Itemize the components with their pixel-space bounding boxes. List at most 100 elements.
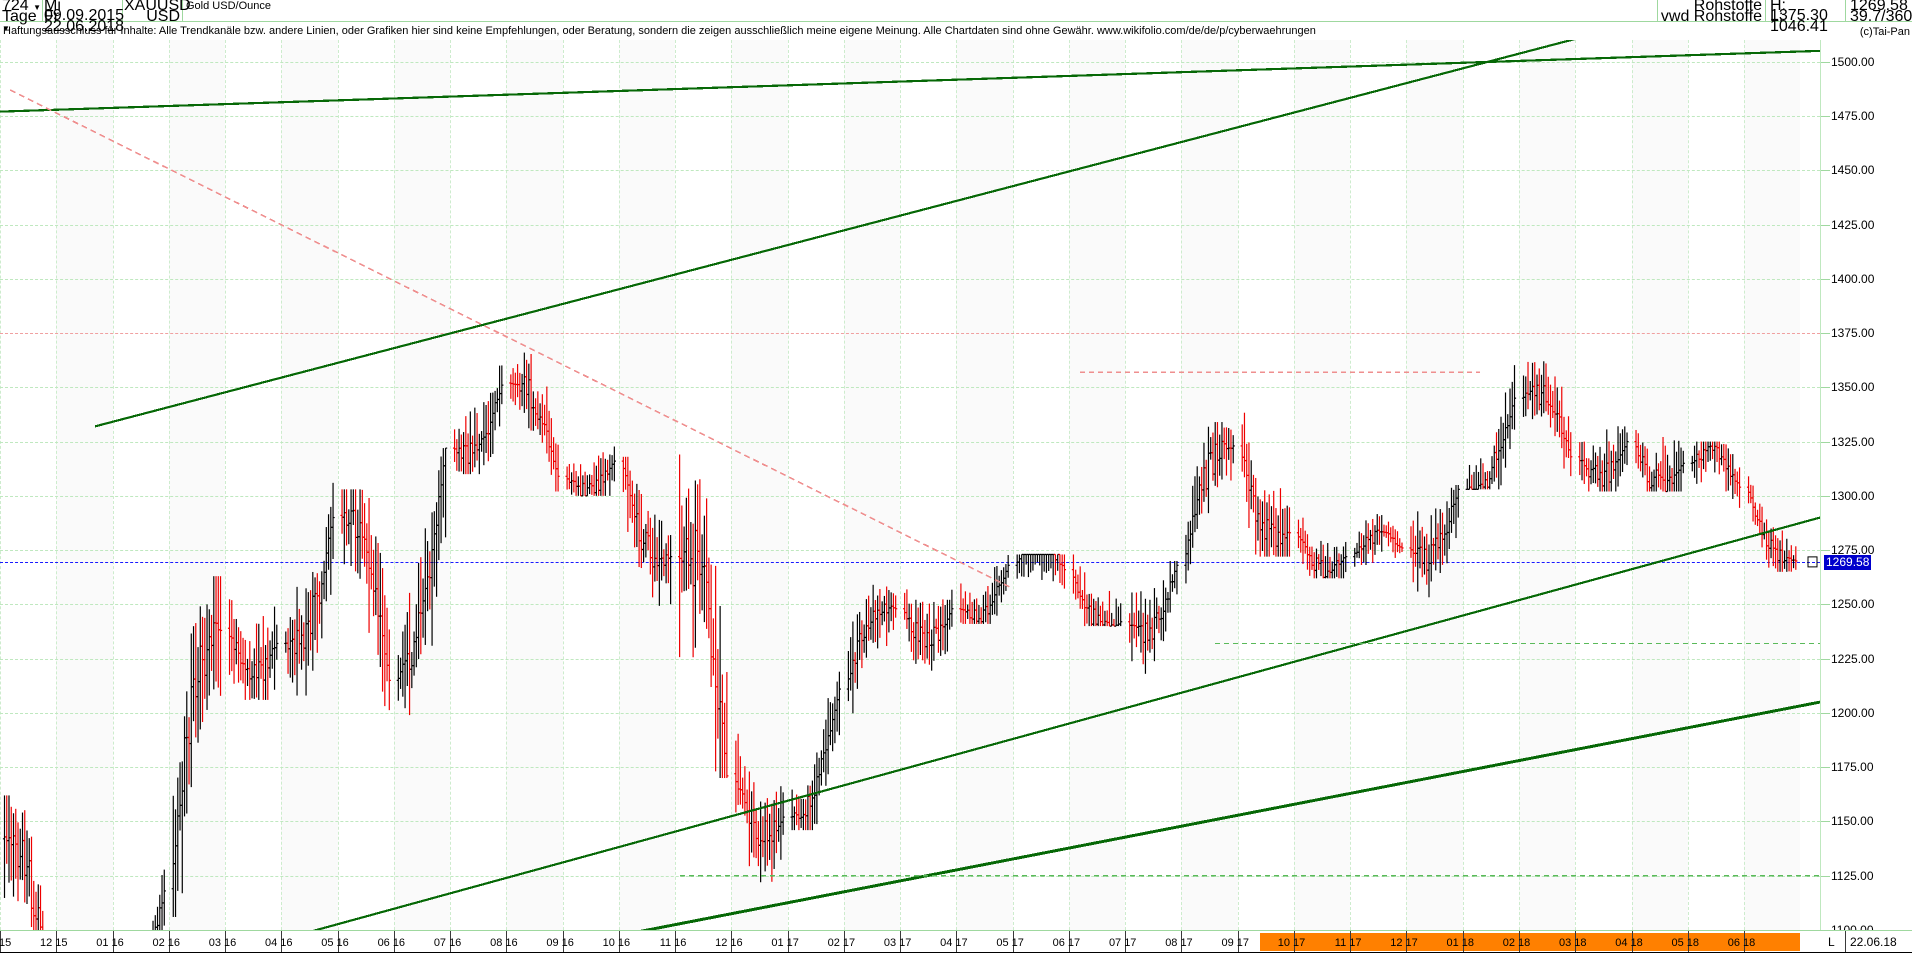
chevron-down-icon[interactable]: ▼ [33, 3, 42, 12]
grid-band [281, 40, 338, 930]
interval-value: Tage [2, 8, 37, 25]
symbol-currency: USD [146, 8, 180, 25]
gridline-vertical [1125, 40, 1127, 930]
date-from[interactable]: Mi 09.09.2015 [44, 0, 125, 24]
date-axis-tick [1125, 931, 1127, 952]
date-to[interactable]: Fr 22.06.2018 [44, 8, 125, 35]
gridline-vertical [1406, 40, 1408, 930]
gridline-horizontal [0, 821, 1820, 823]
gridline-horizontal [0, 61, 1820, 63]
date-axis-tick [1237, 931, 1239, 952]
price-axis-tick [1821, 224, 1830, 226]
date-axis-label: 05 18 [1671, 937, 1700, 949]
gridline-vertical [675, 40, 677, 930]
date-axis-tick [1519, 931, 1520, 952]
gridline-horizontal [0, 333, 1820, 335]
chevron-down-icon-interval[interactable]: ▼ [2, 24, 10, 33]
gridline-vertical [506, 40, 508, 930]
date-axis-label: 11 16 [659, 937, 687, 949]
date-axis-label: 03 18 [1559, 937, 1587, 949]
date-axis-tick [1687, 931, 1689, 952]
gridline-horizontal [0, 550, 1820, 552]
date-axis-label: 1115 [0, 937, 12, 949]
price-axis-label: 1325.00 [1831, 434, 1875, 449]
date-axis-label: 12 15 [40, 937, 68, 949]
gridline-vertical [731, 40, 733, 930]
date-axis-label: 04 16 [265, 937, 293, 949]
gridline-vertical [225, 40, 227, 930]
date-axis-separator [1845, 931, 1846, 952]
current-price-line [0, 561, 1820, 563]
gridline-vertical [787, 40, 789, 930]
grid-band [1068, 40, 1126, 930]
gridline-vertical [900, 40, 902, 930]
date-axis-label: 01 18 [1446, 937, 1475, 949]
date-axis-tick [1068, 931, 1070, 952]
gridline-vertical [1012, 40, 1014, 930]
chart-plot-area[interactable] [0, 40, 1820, 930]
price-axis-tick [1821, 441, 1830, 443]
gridline-vertical [56, 40, 58, 930]
date-axis-tick [1631, 931, 1633, 952]
price-axis-label: 1300.00 [1831, 488, 1875, 503]
price-axis-tick [1821, 333, 1830, 335]
instrument-subgroup: vwd Rohstoffe [1660, 8, 1762, 25]
price-axis-tick [1821, 495, 1830, 497]
date-axis-tick [1462, 931, 1464, 952]
disclaimer-text: Haftungsausschluss für Inhalte: Alle Tre… [3, 25, 1316, 37]
gridline-horizontal [0, 604, 1820, 606]
date-axis-label: 01 17 [771, 937, 799, 949]
gridline-vertical [337, 40, 339, 930]
date-axis-label: 07 16 [433, 937, 462, 949]
date-axis-tick [450, 931, 452, 952]
date-axis-label: 07 17 [1108, 937, 1137, 949]
grid-band [1744, 40, 1801, 930]
gridline-vertical [843, 40, 845, 930]
interval-selector[interactable]: Tage ▼ [2, 9, 42, 34]
price-axis-tick [1821, 821, 1830, 823]
price-axis-tick [1821, 604, 1830, 606]
date-axis-tick [1744, 931, 1746, 952]
price-axis[interactable]: 1500.00 1475.00 1450.00 1425.00 1400.00 1375.… [1820, 40, 1912, 936]
price-axis-label: 1375.00 [1831, 326, 1875, 341]
date-axis-label: 05 17 [996, 937, 1024, 949]
price-axis-label: 1225.00 [1831, 651, 1875, 666]
date-axis-label: 12 16 [715, 937, 743, 949]
gridline-vertical [1631, 40, 1633, 930]
trendline-upper-green [0, 49, 1820, 113]
trendline-red-downtrend [9, 89, 1011, 588]
last-bar-letter: L [1828, 935, 1835, 949]
date-axis-label: 01 16 [96, 937, 124, 949]
price-axis-label: 1200.00 [1831, 705, 1875, 720]
gridline-vertical [956, 40, 958, 930]
gridline-vertical [1575, 40, 1577, 930]
date-axis-label: 10 16 [602, 937, 631, 949]
date-axis-label: 04 17 [940, 937, 968, 949]
symbol-ticker[interactable]: XAUUSD [124, 0, 191, 14]
gridline-horizontal [0, 712, 1820, 714]
instrument-name: Gold USD/Ounce [186, 0, 271, 12]
date-axis-tick [225, 931, 227, 952]
price-axis-tick [1821, 278, 1830, 280]
bar-count-selector[interactable]: 724 ▼ [2, 0, 42, 14]
price-axis-label: 1500.00 [1831, 54, 1875, 69]
trendline-lower-green [312, 516, 1820, 930]
grid-band [506, 40, 563, 930]
date-range-highlight[interactable] [1259, 933, 1801, 951]
gridline-vertical [562, 40, 564, 930]
price-axis-label: 1125.00 [1831, 868, 1874, 883]
date-axis-tick [0, 931, 1, 952]
trendline-bottom-green-support [639, 700, 1820, 930]
date-axis-label: 02 17 [827, 937, 856, 949]
gridline-horizontal [0, 387, 1820, 389]
date-axis-label: 09 16 [546, 937, 574, 949]
price-axis-tick [1821, 875, 1830, 877]
date-axis-tick [112, 931, 114, 952]
instrument-group: Rohstoffe [1693, 0, 1762, 14]
date-axis-tick [1012, 931, 1014, 952]
gridline-vertical [281, 40, 283, 930]
current-price-tag: 1269.58 [1824, 554, 1872, 570]
price-axis-tick [1821, 387, 1830, 389]
date-axis-tick [337, 931, 339, 952]
